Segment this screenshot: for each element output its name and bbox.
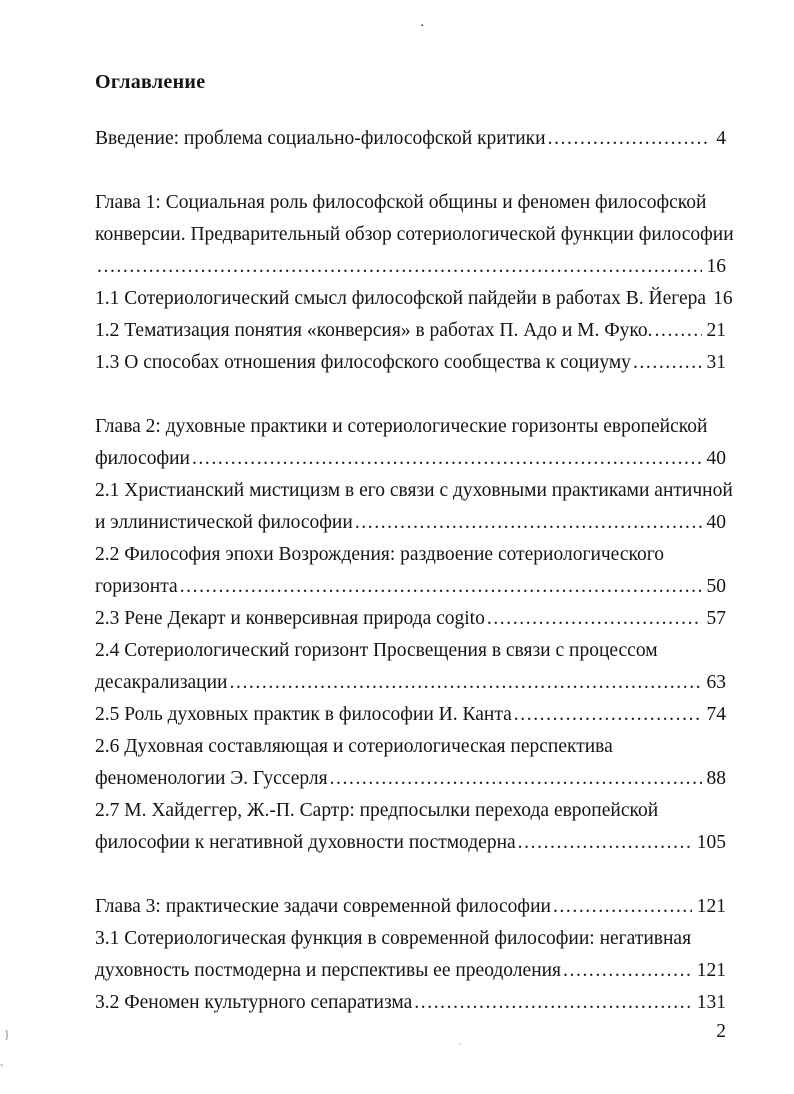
toc-line: феноменологии Э. Гуссерля...............… bbox=[95, 763, 726, 795]
toc-dot-leader: ........................................… bbox=[229, 672, 702, 693]
toc-dot-leader: ........................................… bbox=[517, 832, 692, 853]
toc-entry-text: 1.2 Тематизация понятия «конверсия» в ра… bbox=[95, 320, 653, 341]
toc-entry-text: горизонта bbox=[95, 576, 178, 597]
toc-line: десакрализации..........................… bbox=[95, 667, 726, 699]
page-number: 2 bbox=[716, 1021, 726, 1042]
toc-entry-text: и эллинистической философии bbox=[95, 512, 353, 533]
toc-line: 2.5 Роль духовных практик в философии И.… bbox=[95, 699, 726, 731]
table-of-contents: Оглавление Введение: проблема социально-… bbox=[95, 66, 734, 1019]
toc-page-number: 57 bbox=[706, 608, 727, 629]
toc-page-number: 121 bbox=[696, 960, 726, 981]
toc-entry-text: 1.3 О способах отношения философского со… bbox=[95, 352, 631, 373]
scan-speck: } bbox=[4, 1027, 10, 1041]
scan-speck: ▪ bbox=[420, 22, 424, 30]
toc-page-number: 121 bbox=[696, 896, 726, 917]
toc-entry-text: 3.2 Феномен культурного сепаратизма bbox=[95, 992, 413, 1013]
toc-line: 1.2 Тематизация понятия «конверсия» в ра… bbox=[95, 315, 726, 347]
toc-entry-text: 3.1 Сотериологическая функция в современ… bbox=[95, 928, 692, 949]
page-title: Оглавление bbox=[95, 71, 206, 93]
toc-entry-text: 1.1 Сотериологический смысл философской … bbox=[95, 288, 707, 309]
toc-line: 3.2 Феномен культурного сепаратизма.....… bbox=[95, 987, 726, 1019]
toc-line: 2.6 Духовная составляющая и сотериологич… bbox=[95, 731, 726, 763]
toc-page-number: 50 bbox=[706, 576, 727, 597]
toc-entry-text: десакрализации bbox=[95, 672, 228, 693]
toc-entry-text: Введение: проблема социально-философской… bbox=[95, 128, 546, 149]
toc-line: 1.3 О способах отношения философского со… bbox=[95, 347, 726, 379]
toc-line: Введение: проблема социально-философской… bbox=[95, 123, 726, 155]
toc-entry-text: 2.3 Рене Декарт и конверсивная природа c… bbox=[95, 608, 485, 629]
toc-entry-text: Глава 3: практические задачи современной… bbox=[95, 896, 551, 917]
toc-page-number: 63 bbox=[706, 672, 727, 693]
toc-dot-leader: ........................................… bbox=[179, 576, 702, 597]
toc-line: ........................................… bbox=[95, 251, 726, 283]
toc-line: Глава 1: Социальная роль философской общ… bbox=[95, 187, 726, 219]
toc-page-number: 88 bbox=[706, 768, 727, 789]
toc-dot-leader: ........................................… bbox=[547, 128, 712, 149]
toc-entry-text: 2.2 Философия эпохи Возрождения: раздвое… bbox=[95, 544, 664, 565]
toc-entry-text: 2.1 Христианский мистицизм в его связи с… bbox=[95, 480, 733, 501]
toc-line: горизонта...............................… bbox=[95, 571, 726, 603]
toc-entry-text: 2.5 Роль духовных практик в философии И.… bbox=[95, 704, 512, 725]
toc-page-number: 21 bbox=[706, 320, 727, 341]
toc-entry-text: духовность постмодерна и перспективы ее … bbox=[95, 960, 562, 981]
toc-line: 2.4 Сотериологический горизонт Просвещен… bbox=[95, 635, 726, 667]
toc-dot-leader: ........................................… bbox=[706, 283, 708, 315]
toc-line: философии к негативной духовности постмо… bbox=[95, 827, 726, 859]
toc-dot-leader: ........................................… bbox=[354, 512, 702, 533]
toc-page-number: 16 bbox=[713, 288, 733, 309]
toc-line: 2.3 Рене Декарт и конверсивная природа c… bbox=[95, 603, 726, 635]
toc-line: духовность постмодерна и перспективы ее … bbox=[95, 955, 726, 987]
toc-line: 2.1 Христианский мистицизм в его связи с… bbox=[95, 475, 733, 507]
toc-entry-text: 2.4 Сотериологический горизонт Просвещен… bbox=[95, 640, 658, 661]
toc-line: конверсии. Предварительный обзор сотерио… bbox=[95, 219, 734, 251]
toc-entry-text: философии к негативной духовности постмо… bbox=[95, 832, 516, 853]
toc-page-number: 74 bbox=[706, 704, 727, 725]
toc-dot-leader: ........................................… bbox=[97, 256, 702, 277]
toc-page-number: 40 bbox=[706, 448, 727, 469]
toc-entry-text: Глава 2: духовные практики и сотериологи… bbox=[95, 416, 708, 437]
toc-dot-leader: ........................................… bbox=[552, 896, 692, 917]
toc-line: 1.1 Сотериологический смысл философской … bbox=[95, 283, 733, 315]
toc-dot-leader: ........................................… bbox=[654, 320, 702, 341]
toc-entry-text: 2.6 Духовная составляющая и сотериологич… bbox=[95, 736, 613, 757]
toc-dot-leader: ........................................… bbox=[191, 448, 702, 469]
toc-page-number: 131 bbox=[696, 992, 726, 1013]
toc-dot-leader: ........................................… bbox=[563, 960, 692, 981]
toc-list: Введение: проблема социально-философской… bbox=[95, 123, 734, 1019]
toc-line: 2.7 М. Хайдеггер, Ж.-П. Сартр: предпосыл… bbox=[95, 795, 726, 827]
toc-dot-leader: ........................................… bbox=[329, 768, 702, 789]
toc-page-number: 31 bbox=[706, 352, 727, 373]
toc-line: 2.2 Философия эпохи Возрождения: раздвое… bbox=[95, 539, 726, 571]
toc-line: 3.1 Сотериологическая функция в современ… bbox=[95, 923, 726, 955]
toc-entry-text: 2.7 М. Хайдеггер, Ж.-П. Сартр: предпосыл… bbox=[95, 800, 659, 821]
toc-entry-text: феноменологии Э. Гуссерля bbox=[95, 768, 328, 789]
toc-page-number: 40 bbox=[706, 512, 727, 533]
toc-line: и эллинистической философии.............… bbox=[95, 507, 726, 539]
toc-dot-leader: ........................................… bbox=[632, 352, 702, 373]
toc-line: Глава 3: практические задачи современной… bbox=[95, 891, 726, 923]
toc-page-number: 4 bbox=[716, 128, 726, 149]
scan-speck: ' bbox=[0, 1060, 8, 1075]
toc-entry-text: конверсии. Предварительный обзор сотерио… bbox=[95, 224, 734, 245]
toc-dot-leader: ........................................… bbox=[486, 608, 702, 629]
toc-line: Глава 2: духовные практики и сотериологи… bbox=[95, 411, 726, 443]
toc-dot-leader: ........................................… bbox=[513, 704, 702, 725]
toc-page-number: 105 bbox=[696, 832, 726, 853]
toc-entry-text: Глава 1: Социальная роль философской общ… bbox=[95, 192, 707, 213]
toc-line: философии...............................… bbox=[95, 443, 726, 475]
toc-dot-leader: ........................................… bbox=[414, 992, 692, 1013]
toc-page-number: 16 bbox=[706, 256, 727, 277]
toc-entry-text: философии bbox=[95, 448, 190, 469]
